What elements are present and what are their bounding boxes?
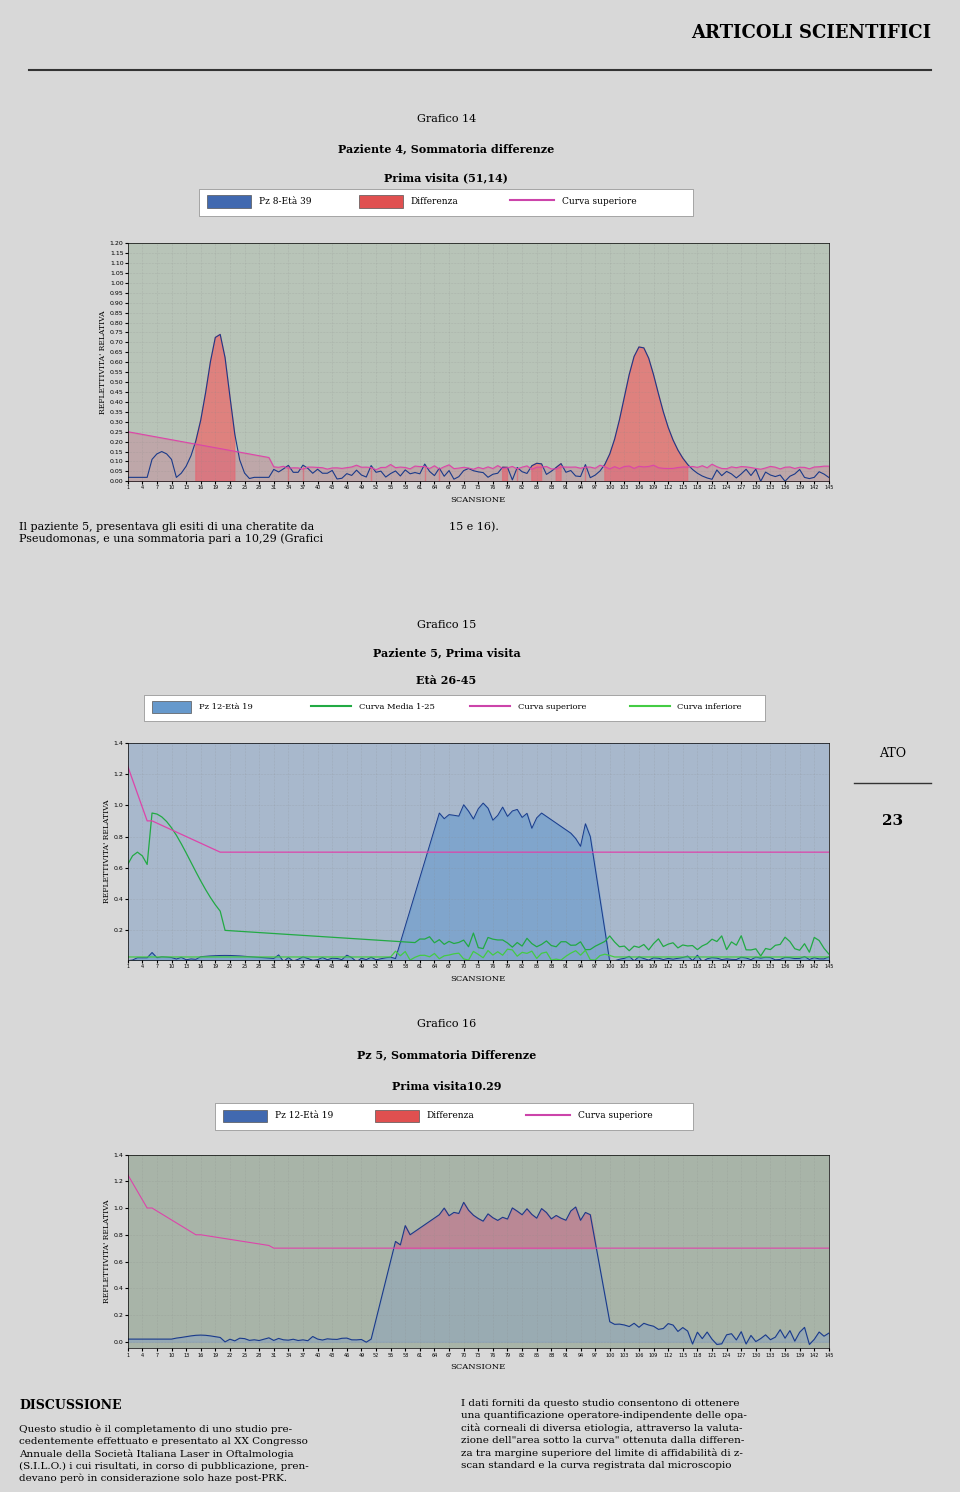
Text: Paziente 4, Sommatoria differenze: Paziente 4, Sommatoria differenze xyxy=(338,143,555,154)
X-axis label: SCANSIONE: SCANSIONE xyxy=(450,495,506,504)
Bar xyxy=(152,701,191,713)
Text: Curva Media 1-25: Curva Media 1-25 xyxy=(359,703,435,712)
Text: Paziente 5, Prima visita: Paziente 5, Prima visita xyxy=(372,648,520,659)
Text: Grafico 15: Grafico 15 xyxy=(417,621,476,630)
Text: Pz 5, Sommatoria Differenze: Pz 5, Sommatoria Differenze xyxy=(357,1050,536,1061)
Text: Differenza: Differenza xyxy=(426,1112,474,1120)
Bar xyxy=(207,195,252,207)
Text: ATO: ATO xyxy=(879,747,906,759)
Bar xyxy=(359,195,402,207)
Y-axis label: REFLETTIVITA' RELATIVA: REFLETTIVITA' RELATIVA xyxy=(99,310,107,415)
Text: Il paziente 5, presentava gli esiti di una cheratite da
Pseudomonas, e una somma: Il paziente 5, presentava gli esiti di u… xyxy=(19,522,324,545)
Text: Prima visita10.29: Prima visita10.29 xyxy=(392,1080,501,1092)
Text: Curva superiore: Curva superiore xyxy=(578,1112,653,1120)
Bar xyxy=(144,695,765,721)
Text: Età 26-45: Età 26-45 xyxy=(417,676,476,686)
Text: Pz 12-Età 19: Pz 12-Età 19 xyxy=(276,1112,333,1120)
Text: Questo studio è il completamento di uno studio pre-
cedentemente effettuato e pr: Questo studio è il completamento di uno … xyxy=(19,1425,309,1483)
Bar xyxy=(224,1110,267,1122)
Y-axis label: REFLETTIVITA' RELATIVA: REFLETTIVITA' RELATIVA xyxy=(103,800,110,903)
Text: Pz 8-Età 39: Pz 8-Età 39 xyxy=(259,197,312,206)
Bar xyxy=(200,189,693,216)
Text: Curva inferiore: Curva inferiore xyxy=(678,703,742,712)
Text: Curva superiore: Curva superiore xyxy=(562,197,636,206)
Bar xyxy=(374,1110,419,1122)
Text: 23: 23 xyxy=(882,813,903,828)
Text: Pz 12-Età 19: Pz 12-Età 19 xyxy=(200,703,253,712)
Text: Grafico 14: Grafico 14 xyxy=(417,113,476,124)
Bar xyxy=(215,1103,693,1131)
Y-axis label: REFLETTIVITA' RELATIVA: REFLETTIVITA' RELATIVA xyxy=(103,1200,110,1304)
Text: Curva superiore: Curva superiore xyxy=(518,703,587,712)
X-axis label: SCANSIONE: SCANSIONE xyxy=(450,974,506,983)
Text: Differenza: Differenza xyxy=(411,197,458,206)
Text: I dati forniti da questo studio consentono di ottenere
una quantificazione opera: I dati forniti da questo studio consento… xyxy=(461,1399,747,1470)
Text: 15 e 16).: 15 e 16). xyxy=(448,522,498,533)
Text: DISCUSSIONE: DISCUSSIONE xyxy=(19,1399,122,1413)
Text: Prima visita (51,14): Prima visita (51,14) xyxy=(384,172,509,184)
X-axis label: SCANSIONE: SCANSIONE xyxy=(450,1364,506,1371)
Text: Grafico 16: Grafico 16 xyxy=(417,1019,476,1029)
Text: ARTICOLI SCIENTIFICI: ARTICOLI SCIENTIFICI xyxy=(691,24,931,42)
